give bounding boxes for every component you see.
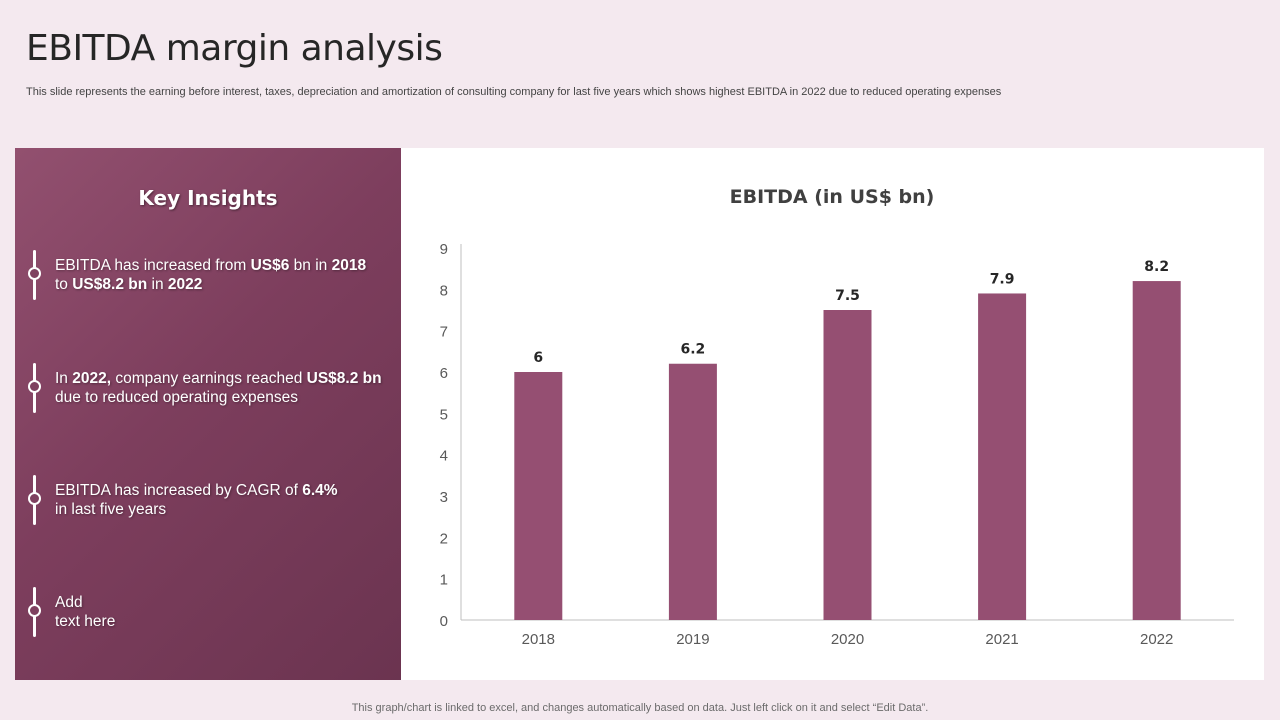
- chart-labels: 6 2018 6.2 2019 7.5 2020 7.9 2021 8.2 2022: [522, 259, 1174, 648]
- insight-item: Add text here: [15, 587, 401, 647]
- y-tick-label: 5: [440, 406, 448, 423]
- chart-title: EBITDA (in US$ bn): [730, 186, 935, 208]
- y-tick-label: 8: [440, 282, 448, 299]
- data-label: 7.5: [835, 288, 860, 304]
- timeline-knob-icon: [28, 380, 41, 393]
- x-tick-label: 2022: [1140, 631, 1173, 648]
- bar-2018: [514, 372, 563, 620]
- chart-axes: 0 1 2 3 4 5 6 7 8 9: [440, 241, 1234, 630]
- x-tick-label: 2020: [831, 631, 864, 648]
- page-subtitle: This slide represents the earning before…: [26, 86, 1002, 98]
- bar-2020: [823, 310, 872, 620]
- chart-bars: [514, 281, 1181, 620]
- y-tick-label: 4: [440, 448, 448, 465]
- data-label: 8.2: [1144, 259, 1169, 275]
- insight-text[interactable]: EBITDA has increased from US$6 bn in 201…: [55, 257, 367, 293]
- page-title: EBITDA margin analysis: [26, 28, 443, 69]
- x-tick-label: 2021: [985, 631, 1018, 648]
- bar-2019: [668, 363, 717, 620]
- y-tick-label: 1: [440, 572, 448, 589]
- insight-text[interactable]: EBITDA has increased by CAGR of 6.4% in …: [55, 482, 338, 518]
- bar-2021: [978, 293, 1027, 620]
- data-label: 6.2: [680, 342, 705, 358]
- y-tick-label: 3: [440, 489, 448, 506]
- data-label: 7.9: [990, 271, 1015, 287]
- chart-panel[interactable]: EBITDA (in US$ bn) 0 1 2 3 4 5 6 7 8 9 6 2018 6.2 20…: [401, 148, 1264, 680]
- timeline-knob-icon: [28, 492, 41, 505]
- insight-item: EBITDA has increased from US$6 bn in 201…: [15, 250, 401, 310]
- insight-text[interactable]: In 2022, company earnings reached US$8.2…: [55, 370, 382, 406]
- y-tick-label: 2: [440, 530, 448, 547]
- ebitda-bar-chart[interactable]: EBITDA (in US$ bn) 0 1 2 3 4 5 6 7 8 9 6 2018 6.2 20…: [401, 148, 1264, 680]
- x-tick-label: 2019: [676, 631, 709, 648]
- data-label: 6: [533, 350, 543, 366]
- key-insights-title: Key Insights: [138, 186, 278, 210]
- chart-footnote: This graph/chart is linked to excel, and…: [351, 702, 929, 714]
- y-tick-label: 7: [440, 324, 448, 341]
- insight-item: In 2022, company earnings reached US$8.2…: [15, 363, 401, 423]
- timeline-knob-icon: [28, 604, 41, 617]
- key-insights-panel: Key Insights EBITDA has increased from U…: [15, 148, 401, 680]
- x-tick-label: 2018: [522, 631, 555, 648]
- y-tick-label: 6: [440, 365, 448, 382]
- timeline-knob-icon: [28, 267, 41, 280]
- bar-2022: [1132, 281, 1181, 620]
- y-tick-label: 9: [440, 241, 448, 258]
- y-tick-label: 0: [440, 613, 448, 630]
- insight-text-placeholder[interactable]: Add text here: [55, 594, 116, 630]
- insight-item: EBITDA has increased by CAGR of 6.4% in …: [15, 475, 401, 535]
